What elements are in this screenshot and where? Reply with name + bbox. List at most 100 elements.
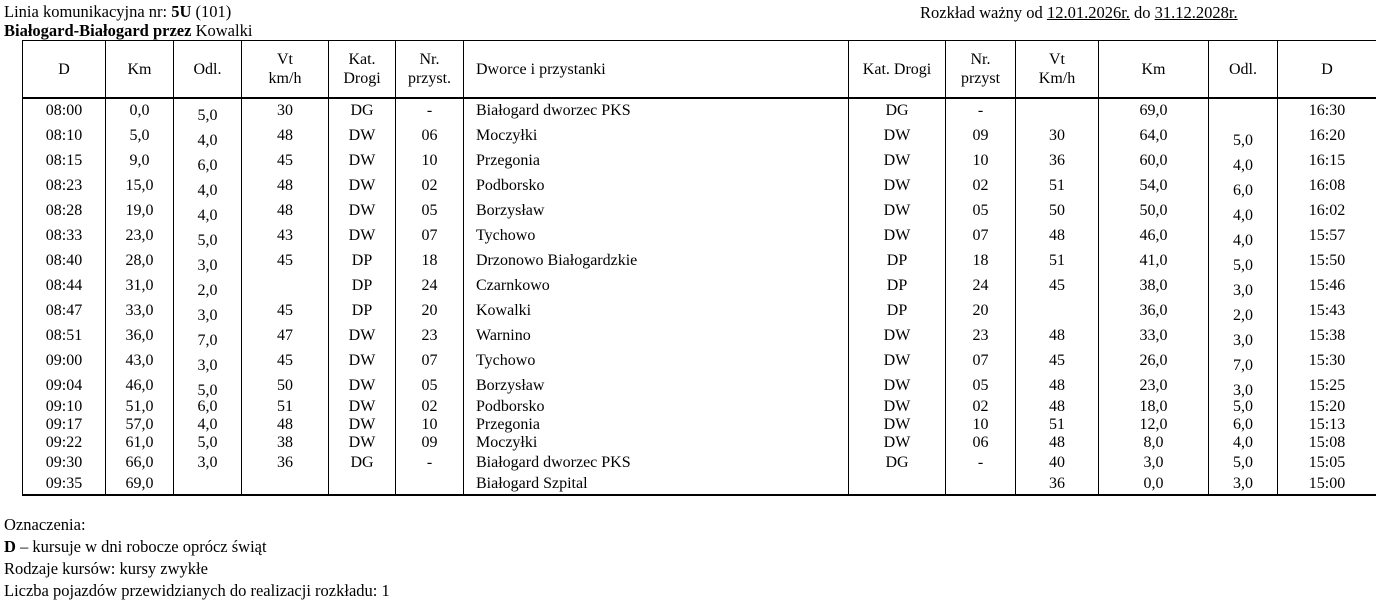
col-header-dist-ret: Odl. bbox=[1208, 40, 1278, 99]
cell-road-cat-out: DP bbox=[328, 273, 396, 298]
cell-speed-out: 45 bbox=[241, 298, 329, 323]
cell-ret-time: 15:00 bbox=[1277, 474, 1376, 496]
cell-road-cat-ret: DP bbox=[848, 298, 946, 323]
cell-speed-out: 43 bbox=[241, 223, 329, 248]
col-header-km-ret: Km bbox=[1098, 40, 1209, 99]
cell-km-out: 33,0 bbox=[105, 298, 174, 323]
cell-station-name: Białogard Szpital bbox=[463, 474, 849, 496]
cell-road-cat-ret: DP bbox=[848, 248, 946, 273]
cell-dep-time: 09:04 bbox=[22, 373, 106, 398]
cell-dist-out: 6,0 bbox=[173, 148, 242, 173]
cell-speed-ret: 50 bbox=[1015, 198, 1099, 223]
cell-road-cat-ret: DW bbox=[848, 123, 946, 148]
cell-speed-out: 38 bbox=[241, 434, 329, 452]
timetable-row: 08:33 23,0 5,0 43 DW 07 Tychowo DW 07 48 46,0 4,0 15… bbox=[22, 223, 1376, 248]
line-title: Linia komunikacyjna nr: 5U (101) bbox=[4, 2, 252, 21]
cell-road-cat-ret: DW bbox=[848, 398, 946, 416]
cell-dep-time: 09:10 bbox=[22, 398, 106, 416]
cell-km-out: 0,0 bbox=[105, 98, 174, 123]
cell-dep-time: 08:40 bbox=[22, 248, 106, 273]
cell-road-cat-ret: DW bbox=[848, 198, 946, 223]
cell-dist-out: 4,0 bbox=[173, 416, 242, 434]
cell-km-out: 61,0 bbox=[105, 434, 174, 452]
cell-stop-no-ret: 23 bbox=[945, 323, 1016, 348]
col-header-road-cat-ret: Kat. Drogi bbox=[848, 40, 946, 99]
cell-road-cat-out: DW bbox=[328, 398, 396, 416]
cell-dep-time: 08:10 bbox=[22, 123, 106, 148]
timetable-body: 08:00 0,0 5,0 30 DG - Białogard dworzec PKS DG -… bbox=[22, 98, 1376, 496]
cell-stop-no-ret: 07 bbox=[945, 223, 1016, 248]
cell-dep-time: 08:44 bbox=[22, 273, 106, 298]
cell-dist-ret: 3,0 bbox=[1208, 273, 1278, 298]
cell-stop-no-ret: 10 bbox=[945, 148, 1016, 173]
cell-ret-time: 16:20 bbox=[1277, 123, 1376, 148]
valid-to-date: 31.12.2028r. bbox=[1154, 3, 1238, 22]
cell-stop-no-ret: - bbox=[945, 452, 1016, 474]
cell-station-name: Podborsko bbox=[463, 398, 849, 416]
cell-km-out: 23,0 bbox=[105, 223, 174, 248]
cell-stop-no-out: 02 bbox=[395, 398, 464, 416]
cell-km-ret: 0,0 bbox=[1098, 474, 1209, 496]
cell-speed-out: 45 bbox=[241, 248, 329, 273]
line-title-suffix: (101) bbox=[191, 2, 232, 21]
cell-dist-ret: 5,0 bbox=[1208, 123, 1278, 148]
validity-line: Rozkład ważny od 12.01.2026r. do 31.12.2… bbox=[920, 3, 1238, 23]
timetable-row: 08:44 31,0 2,0 DP 24 Czarnkowo DP 24 45 38,0 3,0 15… bbox=[22, 273, 1376, 298]
cell-speed-out: 47 bbox=[241, 323, 329, 348]
cell-stop-no-out: - bbox=[395, 98, 464, 123]
cell-stop-no-out: 05 bbox=[395, 198, 464, 223]
cell-km-ret: 64,0 bbox=[1098, 123, 1209, 148]
cell-stop-no-out: 10 bbox=[395, 148, 464, 173]
cell-road-cat-out: DW bbox=[328, 373, 396, 398]
cell-speed-out: 48 bbox=[241, 123, 329, 148]
cell-station-name: Moczyłki bbox=[463, 123, 849, 148]
cell-km-out: 31,0 bbox=[105, 273, 174, 298]
cell-dist-ret: 4,0 bbox=[1208, 223, 1278, 248]
cell-stop-no-out: 09 bbox=[395, 434, 464, 452]
cell-km-out: 51,0 bbox=[105, 398, 174, 416]
cell-ret-time: 15:46 bbox=[1277, 273, 1376, 298]
cell-road-cat-out bbox=[328, 474, 396, 496]
legend-heading: Oznaczenia: bbox=[4, 515, 86, 534]
col-header-station-name: Dworce i przystanki bbox=[463, 40, 849, 99]
cell-road-cat-ret: DG bbox=[848, 452, 946, 474]
cell-stop-no-ret: 18 bbox=[945, 248, 1016, 273]
cell-stop-no-out: 23 bbox=[395, 323, 464, 348]
timetable-row: 09:30 66,0 3,0 36 DG - Białogard dworzec PKS DG… bbox=[22, 452, 1376, 474]
cell-road-cat-out: DW bbox=[328, 348, 396, 373]
timetable-row: 08:40 28,0 3,0 45 DP 18 Drzonowo Białogardzkie… bbox=[22, 248, 1376, 273]
cell-dist-ret: 5,0 bbox=[1208, 452, 1278, 474]
cell-km-out: 57,0 bbox=[105, 416, 174, 434]
cell-stop-no-ret: 06 bbox=[945, 434, 1016, 452]
cell-station-name: Podborsko bbox=[463, 173, 849, 198]
valid-from-date: 12.01.2026r. bbox=[1046, 3, 1130, 22]
cell-stop-no-ret: 24 bbox=[945, 273, 1016, 298]
cell-stop-no-out: 24 bbox=[395, 273, 464, 298]
cell-km-out: 36,0 bbox=[105, 323, 174, 348]
cell-dist-out: 3,0 bbox=[173, 452, 242, 474]
cell-dep-time: 09:00 bbox=[22, 348, 106, 373]
cell-speed-ret: 48 bbox=[1015, 323, 1099, 348]
cell-station-name: Białogard dworzec PKS bbox=[463, 452, 849, 474]
cell-km-ret: 26,0 bbox=[1098, 348, 1209, 373]
cell-road-cat-ret: DW bbox=[848, 373, 946, 398]
cell-road-cat-out: DP bbox=[328, 248, 396, 273]
timetable-row: 08:23 15,0 4,0 48 DW 02 Podborsko DW 02 51 54,0 6,0… bbox=[22, 173, 1376, 198]
cell-dist-out: 5,0 bbox=[173, 98, 242, 123]
cell-dist-ret: 6,0 bbox=[1208, 173, 1278, 198]
cell-dist-ret: 3,0 bbox=[1208, 373, 1278, 398]
timetable-row: 08:47 33,0 3,0 45 DP 20 Kowalki DP 20 36,0 2,0 15:4… bbox=[22, 298, 1376, 323]
validity-prefix: Rozkład ważny od bbox=[920, 3, 1047, 22]
cell-dist-out: 5,0 bbox=[173, 373, 242, 398]
cell-speed-out: 45 bbox=[241, 348, 329, 373]
cell-km-out: 9,0 bbox=[105, 148, 174, 173]
col-header-road-cat-out: Kat. Drogi bbox=[328, 40, 396, 99]
cell-speed-ret: 51 bbox=[1015, 248, 1099, 273]
cell-station-name: Drzonowo Białogardzkie bbox=[463, 248, 849, 273]
cell-dist-ret: 5,0 bbox=[1208, 398, 1278, 416]
cell-ret-time: 15:13 bbox=[1277, 416, 1376, 434]
cell-road-cat-ret: DW bbox=[848, 348, 946, 373]
cell-ret-time: 15:50 bbox=[1277, 248, 1376, 273]
cell-speed-out: 45 bbox=[241, 148, 329, 173]
cell-road-cat-out: DW bbox=[328, 198, 396, 223]
